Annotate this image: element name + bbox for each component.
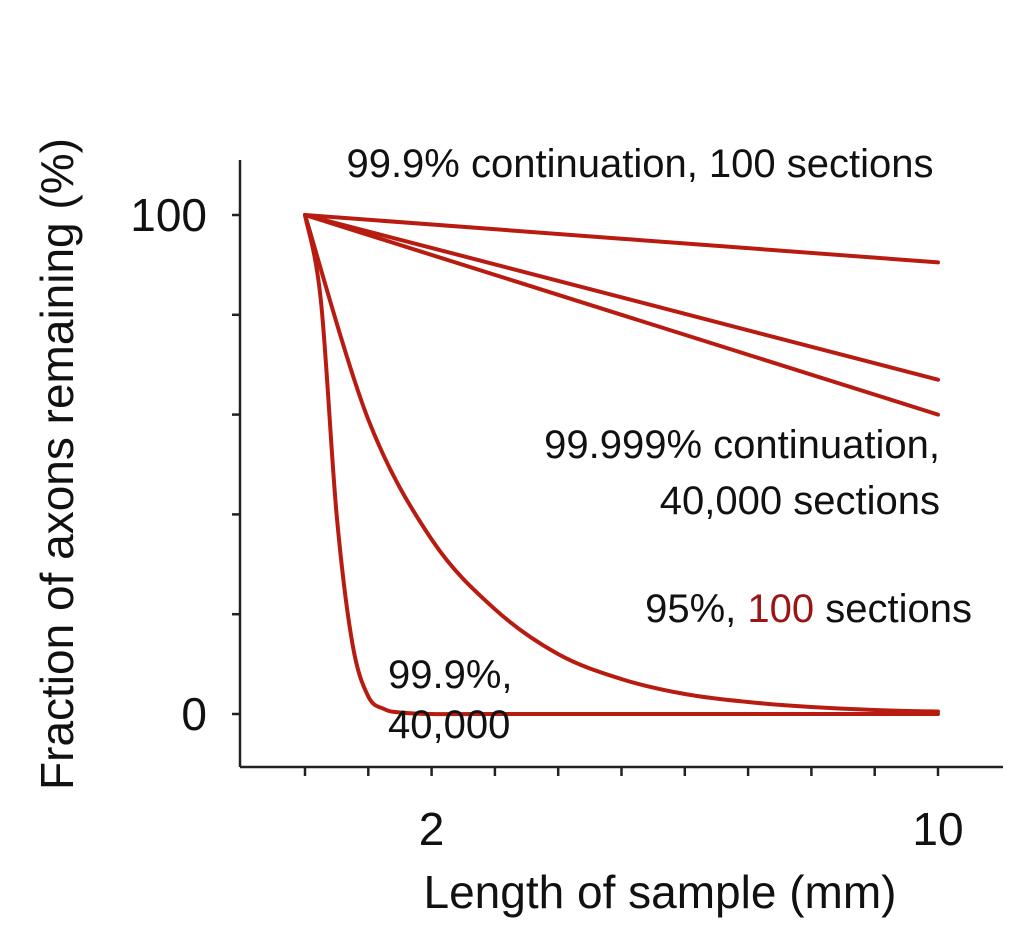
x-tick-label: 2 [419,803,445,855]
annotation-part: 95%, [645,587,747,631]
series-lines [303,213,940,717]
annotation-line: 99.9% continuation, 100 sections [346,142,933,186]
annotation-part: sections [814,587,972,631]
series-line [303,213,940,265]
series-line [303,213,940,417]
x-tick-label: 10 [912,803,963,855]
annotation-line: 40,000 [388,703,510,747]
annotations: 99.9% continuation, 100 sections 99.999% … [346,142,972,747]
x-axis-label: Length of sample (mm) [424,866,897,918]
axes: 0 100 2 10 [130,160,1003,855]
annotation-line: 99.999% continuation, [544,423,940,467]
series-line [303,213,940,382]
y-tick-label: 0 [181,688,207,740]
annotation-label: 99.9%, 40,000 [388,653,513,747]
series-line [303,213,940,714]
annotation-label: 99.9% continuation, 100 sections [346,142,933,186]
y-axis-label: Fraction of axons remaining (%) [31,138,83,790]
annotation-label: 99.999% continuation, 40,000 sections [544,423,940,523]
annotation-highlight: 100 [747,587,814,631]
annotation-line: 99.9%, [388,653,513,697]
series-line [303,213,940,717]
annotation-line: 40,000 sections [660,479,940,523]
annotation-label: 95%, 100 sections [645,587,972,631]
y-tick-label: 100 [130,189,207,241]
